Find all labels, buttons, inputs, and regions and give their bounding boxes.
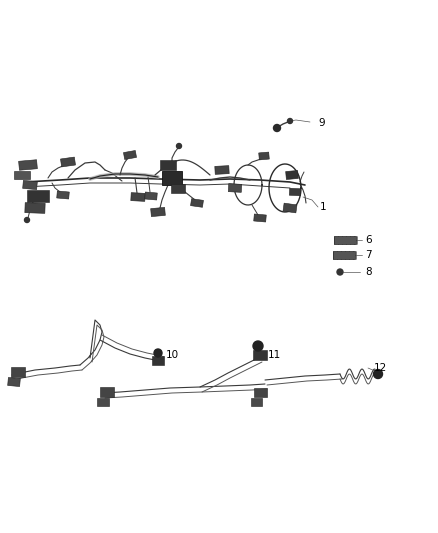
Circle shape [25,217,29,222]
Bar [19,160,37,170]
Text: 1: 1 [320,202,327,212]
Bar [27,190,49,202]
Bar [191,199,203,207]
Text: 11: 11 [268,350,281,360]
Bar [100,387,114,397]
Circle shape [337,269,343,275]
Bar [152,356,164,365]
Bar [215,166,229,174]
Bar [251,398,261,406]
Bar [11,367,25,377]
Bar [259,152,269,160]
Text: 8: 8 [365,267,371,277]
Bar [131,192,145,201]
Circle shape [154,349,162,357]
Bar [160,160,176,170]
Text: 9: 9 [318,118,325,128]
Bar [97,398,109,406]
Bar [228,184,242,192]
Bar [333,251,355,259]
Bar [8,377,20,386]
Bar [171,183,185,192]
Circle shape [273,125,280,132]
Bar [57,191,69,199]
Bar [124,150,137,159]
Bar [290,188,300,196]
Circle shape [374,369,382,378]
Bar [283,203,297,213]
Bar [253,350,267,360]
Text: 7: 7 [365,250,371,260]
Bar [162,171,182,185]
Circle shape [253,341,263,351]
Bar [25,203,45,213]
Bar [60,157,75,167]
Bar [286,171,298,180]
Circle shape [287,118,293,124]
Circle shape [177,143,181,149]
Text: 6: 6 [365,235,371,245]
Bar [254,387,266,397]
Bar [334,236,356,244]
Bar [23,180,37,190]
Bar [254,214,266,222]
Bar [145,192,157,200]
Bar [151,207,165,216]
Bar [14,171,30,179]
Text: 10: 10 [166,350,179,360]
Text: 12: 12 [374,363,387,373]
